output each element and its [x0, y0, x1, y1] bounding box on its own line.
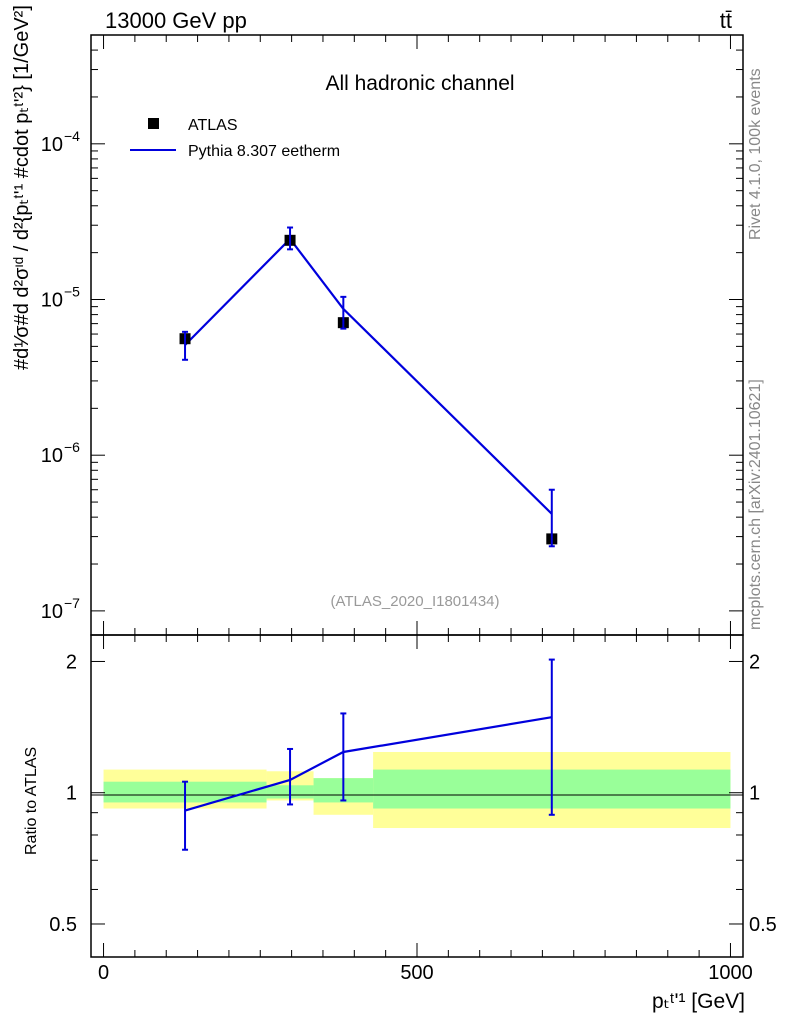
ratio-ytick-label-left: 0.5 — [49, 914, 77, 936]
ratio-ytick-labels: 2 2 1 1 0.5 0.5 — [49, 651, 777, 936]
mcplots-source-label: mcplots.cern.ch [arXiv:2401.10621] — [747, 379, 764, 630]
rivet-version-label: Rivet 4.1.0, 100k events — [747, 68, 764, 240]
energy-label: 13000 GeV pp — [105, 8, 247, 33]
main-ytick-label: 10 — [41, 601, 63, 623]
ratio-ytick-label-right: 0.5 — [749, 914, 777, 936]
ratio-frame — [90, 634, 744, 958]
process-label: tt̄ — [720, 8, 732, 33]
ratio-ytick-label-right: 2 — [749, 651, 760, 673]
ratio-xtick-label: 0 — [98, 962, 109, 984]
legend-mc-label: Pythia 8.307 eetherm — [188, 143, 340, 160]
ratio-data-marks — [182, 658, 555, 851]
main-data-marks — [179, 226, 558, 548]
main-y-axis-label: #d¹⁄σ#d d²σᶦᵈ / d²{pₜᵗʹ¹ #cdot pₜᵗʹ²} [1… — [11, 5, 33, 370]
x-axis-label: pₜᵗʹ¹ [GeV] — [652, 990, 745, 1013]
ratio-ytick-label-left: 1 — [66, 783, 77, 805]
analysis-watermark: (ATLAS_2020_I1801434) — [330, 593, 499, 610]
main-ytick-exponent: −4 — [64, 128, 80, 144]
legend: ATLAS Pythia 8.307 eetherm — [130, 117, 340, 160]
ratio-xtick-label: 1000 — [708, 962, 753, 984]
ratio-ytick-label-left: 2 — [66, 651, 77, 673]
ratio-uncertainty-bands — [103, 751, 731, 829]
legend-atlas-label: ATLAS — [188, 117, 238, 134]
legend-atlas-marker — [148, 118, 159, 129]
main-panel: 10−410−510−610−7 All hadronic channel (A… — [11, 5, 744, 636]
ratio-ytick-label-right: 1 — [749, 783, 760, 805]
main-ytick-labels: 10−410−510−610−7 — [41, 128, 80, 623]
main-ytick-label: 10 — [41, 290, 63, 312]
ratio-y-axis-label: Ratio to ATLAS — [23, 747, 40, 855]
mc-line — [184, 237, 553, 515]
main-ytick-exponent: −7 — [64, 595, 80, 611]
main-ytick-label: 10 — [41, 134, 63, 156]
ratio-xtick-label: 500 — [400, 962, 433, 984]
ratio-panel: 2 2 1 1 0.5 0.5 0 500 1000 Ratio to ATLAS pₜᵗʹ¹… — [23, 634, 777, 1013]
channel-title: All hadronic channel — [325, 72, 514, 95]
main-ytick-exponent: −5 — [64, 284, 80, 300]
main-ytick-exponent: −6 — [64, 439, 80, 455]
ratio-xtick-labels: 0 500 1000 — [98, 962, 753, 984]
main-ytick-label: 10 — [41, 445, 63, 467]
ratio-axis-ticks — [91, 635, 743, 957]
ratio-mc-line — [184, 716, 552, 812]
main-axis-ticks — [91, 34, 743, 635]
